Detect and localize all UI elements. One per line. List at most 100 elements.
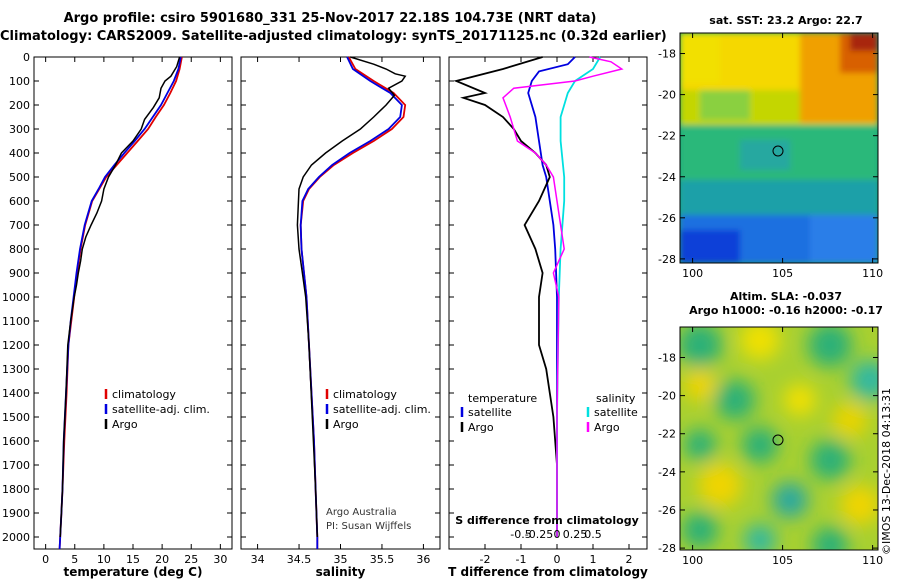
x-tick-label: 15 xyxy=(126,553,140,566)
map-x-tick-label: 110 xyxy=(862,267,883,280)
y-tick-label: 500 xyxy=(9,171,30,184)
s-tick-label: -0.5 xyxy=(510,528,531,541)
series-argo xyxy=(59,56,181,538)
secondary-axis-label: S difference from climatology xyxy=(455,514,639,527)
y-tick-label: 1300 xyxy=(2,363,30,376)
profile-panel-1: 0100200300400500600700800900100011001200… xyxy=(2,51,233,579)
y-tick-label: 1400 xyxy=(2,387,30,400)
x-tick-label: 35 xyxy=(334,553,348,566)
x-axis-label: temperature (deg C) xyxy=(64,565,203,579)
s-tick-label: -0.25 xyxy=(525,528,553,541)
sla-map-field xyxy=(680,327,878,550)
legend-title-temperature: temperature xyxy=(468,392,537,405)
x-tick-label: -1 xyxy=(516,553,527,566)
s-tick-label: 0 xyxy=(554,528,561,541)
y-tick-label: 1100 xyxy=(2,315,30,328)
legend-label: Argo xyxy=(112,418,138,431)
x-tick-label: 34.5 xyxy=(287,553,312,566)
x-tick-label: 20 xyxy=(155,553,169,566)
x-tick-label: 25 xyxy=(184,553,198,566)
legend-label: climatology xyxy=(112,388,176,401)
figure-title-line1: Argo profile: csiro 5901680_331 25-Nov-2… xyxy=(63,11,597,26)
map-y-tick-label: -24 xyxy=(658,171,676,184)
sla-map-title-2: Argo h1000: -0.16 h2000: -0.17 xyxy=(689,304,883,317)
x-tick-label: 36 xyxy=(416,553,430,566)
map-axes-1: -18 -20 -22 -24 -26 -28 100 105 110 xyxy=(658,33,883,280)
x-tick-label: -2 xyxy=(480,553,491,566)
map-y-tick-label: -26 xyxy=(658,504,676,517)
x-tick-label: 0 xyxy=(42,553,49,566)
sla-float-marker xyxy=(772,434,784,446)
map-x-tick-label: 105 xyxy=(772,554,793,567)
y-tick-label: 100 xyxy=(9,75,30,88)
x-tick-label: 10 xyxy=(97,553,111,566)
legend-label: satellite xyxy=(594,406,638,419)
sla-map xyxy=(679,326,879,551)
map-y-tick-label: -28 xyxy=(658,253,676,266)
legend-title-salinity: salinity xyxy=(596,392,636,405)
legend-label: Argo xyxy=(333,418,359,431)
map-y-tick-label: -26 xyxy=(658,212,676,225)
x-tick-label: 35.5 xyxy=(370,553,395,566)
y-tick-label: 1800 xyxy=(2,483,30,496)
figure-title-line2: Climatology: CARS2009. Satellite-adjuste… xyxy=(0,29,667,44)
series-s-satellite xyxy=(556,56,601,537)
y-tick-label: 700 xyxy=(9,219,30,232)
sla-map-title-1: Altim. SLA: -0.037 xyxy=(729,290,843,303)
series-argo xyxy=(296,56,407,538)
map-y-tick-label: -20 xyxy=(658,89,676,102)
legend-label: climatology xyxy=(333,388,397,401)
profile-panel-2: 34 34.5 35 35.5 36 salinity climatology satelli… xyxy=(240,56,441,579)
y-tick-label: 0 xyxy=(23,51,30,64)
y-tick-label: 1000 xyxy=(2,291,30,304)
y-tick-label: 1200 xyxy=(2,339,30,352)
sst-map-title: sat. SST: 23.2 Argo: 22.7 xyxy=(709,14,863,27)
map-y-tick-label: -24 xyxy=(658,466,676,479)
panel-frame xyxy=(448,56,648,550)
credit-line-1: Argo Australia xyxy=(326,507,397,518)
panel-frame xyxy=(240,56,441,550)
y-tick-label: 2000 xyxy=(2,531,30,544)
legend-label: satellite-adj. clim. xyxy=(112,403,210,416)
x-axis-label: salinity xyxy=(316,565,366,579)
sst-map-field xyxy=(680,33,878,263)
y-tick-label: 800 xyxy=(9,243,30,256)
y-tick-label: 1700 xyxy=(2,459,30,472)
series-t-argo xyxy=(453,56,558,537)
legend-label: Argo xyxy=(468,421,494,434)
sst-map xyxy=(679,32,879,264)
map-y-tick-label: -18 xyxy=(658,48,676,61)
legend-label: Argo xyxy=(594,421,620,434)
map-x-tick-label: 105 xyxy=(772,267,793,280)
x-tick-label: 1 xyxy=(590,553,597,566)
y-tick-label: 900 xyxy=(9,267,30,280)
x-tick-label: 0 xyxy=(554,553,561,566)
y-tick-label: 600 xyxy=(9,195,30,208)
y-tick-label: 1900 xyxy=(2,507,30,520)
profile-panel-3: -2 -1 0 1 2T difference from climatology temp… xyxy=(448,56,648,579)
y-tick-label: 200 xyxy=(9,99,30,112)
series-s-argo xyxy=(502,56,624,537)
map-y-tick-label: -28 xyxy=(658,542,676,555)
map-x-tick-label: 100 xyxy=(682,267,703,280)
x-tick-label: 2 xyxy=(626,553,633,566)
map-axes-2: -18 -20 -22 -24 -26 -28 100 105 110 xyxy=(658,327,883,567)
s-tick-label: 0.25 xyxy=(563,528,588,541)
credit-line-2: PI: Susan Wijffels xyxy=(326,521,411,532)
map-y-tick-label: -22 xyxy=(658,428,676,441)
map-y-tick-label: -20 xyxy=(658,390,676,403)
x-tick-label: 5 xyxy=(71,553,78,566)
legend-label: satellite xyxy=(468,406,512,419)
y-tick-label: 400 xyxy=(9,147,30,160)
map-x-tick-label: 100 xyxy=(682,554,703,567)
map-x-tick-label: 110 xyxy=(862,554,883,567)
y-tick-label: 1500 xyxy=(2,411,30,424)
x-tick-label: 30 xyxy=(213,553,227,566)
map-y-tick-label: -18 xyxy=(658,351,676,364)
sst-float-marker xyxy=(772,145,784,157)
x-tick-label: 34 xyxy=(251,553,265,566)
map-y-tick-label: -22 xyxy=(658,130,676,143)
s-tick-label: 0.5 xyxy=(584,528,602,541)
x-axis-label: T difference from climatology xyxy=(448,565,648,579)
